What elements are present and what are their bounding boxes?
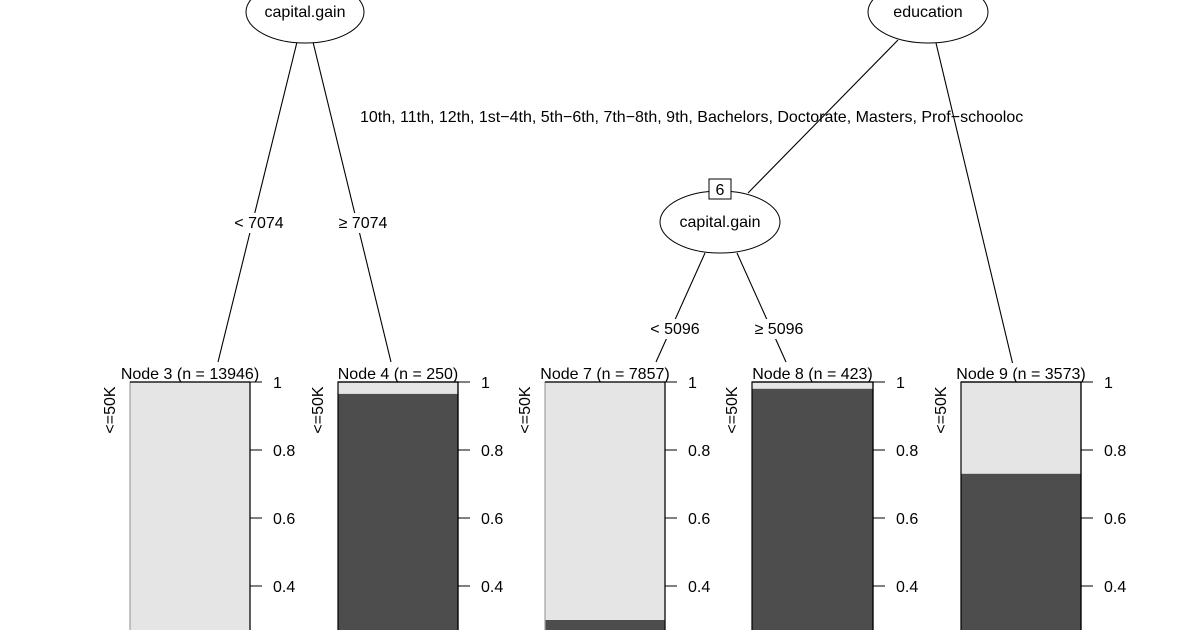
- terminal-node-4: 1 0.8 0.6 0.4 Node 4 (n = 250) <=50K: [310, 363, 503, 635]
- axis-tick-label: 0.8: [481, 443, 503, 460]
- axis-tick-label: 0.4: [273, 579, 295, 596]
- node-title-bg: [318, 363, 478, 380]
- edge-line: [655, 252, 706, 363]
- axis-tick-label: 0.6: [273, 511, 295, 528]
- node-education: education: [867, 0, 989, 44]
- node-title: Node 4 (n = 250): [338, 366, 459, 383]
- axis-tick-label: 0.4: [688, 579, 710, 596]
- node-ellipse: [867, 0, 989, 44]
- bar-segment-gt50k: [752, 388, 873, 635]
- edge-split-label: ≥ 5096: [755, 321, 804, 338]
- edge-line: [935, 42, 1014, 366]
- edge-line: [736, 252, 787, 363]
- edge-label-bg: [333, 213, 393, 233]
- node-6: capital.gain 6: [659, 178, 781, 254]
- axis-tick-label: 1: [896, 375, 905, 392]
- axis-tick-label: 0.4: [1104, 579, 1126, 596]
- inner-nodes-layer: capital.gain education capital.gain 6: [245, 0, 989, 254]
- bar-segment-gt50k: [545, 620, 665, 635]
- node-id-label: 6: [716, 182, 725, 199]
- node-capgain-left: capital.gain: [245, 0, 365, 44]
- axis-tick-label: 0.6: [688, 511, 710, 528]
- terminal-node-3: 1 0.8 0.6 0.4 Node 3 (n = 13946)<=50K: [102, 363, 295, 635]
- edge-split-label: < 5096: [650, 321, 699, 338]
- node-title-bg: [110, 363, 270, 380]
- education-split-label: 10th, 11th, 12th, 1st−4th, 5th−6th, 7th−…: [360, 109, 1023, 126]
- axis-tick-label: 0.8: [896, 443, 918, 460]
- bar-segment-le50k: [961, 382, 1081, 474]
- bar-segment-gt50k: [961, 473, 1081, 635]
- axis-tick-label: 0.6: [1104, 511, 1126, 528]
- axis-tick-label: 0.4: [896, 579, 918, 596]
- terminal-node-7: 1 0.8 0.6 0.4 Node 7 (n = 7857) <=50K: [517, 363, 710, 635]
- axis-tick-label: 0.4: [481, 579, 503, 596]
- node-title: Node 9 (n = 3573): [956, 366, 1085, 383]
- edge-line: [312, 41, 392, 363]
- node-title: Node 7 (n = 7857): [540, 366, 669, 383]
- node-variable-label: capital.gain: [265, 4, 346, 21]
- class-label: <=50K: [517, 386, 534, 433]
- edge-line: [747, 39, 899, 194]
- bar-segment-le50k: [545, 382, 665, 620]
- edge-label-bg: [749, 319, 809, 339]
- node-ellipse: [245, 0, 365, 44]
- class-label: <=50K: [724, 386, 741, 433]
- bar-segment-gt50k: [338, 393, 458, 635]
- node-title: Node 3 (n = 13946): [121, 366, 259, 383]
- edge-split-label: ≥ 7074: [339, 215, 388, 232]
- axis-tick-label: 1: [1104, 375, 1113, 392]
- class-label: <=50K: [310, 386, 327, 433]
- axis-tick-label: 0.8: [273, 443, 295, 460]
- bar-segment-le50k: [752, 382, 873, 389]
- node-id-box: [708, 178, 732, 200]
- bar-segment-le50k: [338, 382, 458, 394]
- terminal-node-8: 1 0.8 0.6 0.4 Node 8 (n = 423) <=50K: [724, 363, 918, 635]
- edge-label-bg: [645, 319, 705, 339]
- axis-tick-label: 0.6: [896, 511, 918, 528]
- edges-layer: < 7074 ≥ 7074 < 5096 ≥ 5096: [217, 39, 1014, 366]
- axis-tick-label: 0.6: [481, 511, 503, 528]
- node-title: Node 8 (n = 423): [752, 366, 873, 383]
- edge-split-label: < 7074: [234, 215, 283, 232]
- axis-tick-label: 0.8: [1104, 443, 1126, 460]
- node-variable-label: education: [893, 4, 962, 21]
- class-label: <=50K: [933, 386, 950, 433]
- node-title-bg: [525, 363, 685, 380]
- node-title-bg: [941, 363, 1101, 380]
- terminal-node-9: 1 0.8 0.6 0.4 Node 9 (n = 3573) <=50K: [933, 363, 1126, 635]
- axis-tick-label: 1: [481, 375, 490, 392]
- class-label: <=50K: [102, 386, 119, 433]
- axis-tick-label: 1: [273, 375, 282, 392]
- bar-segment-le50k: [130, 382, 250, 635]
- axis-tick-label: 1: [688, 375, 697, 392]
- node-title-bg: [732, 363, 893, 380]
- node-variable-label: capital.gain: [680, 214, 761, 231]
- edge-line: [217, 41, 298, 363]
- axis-tick-label: 0.8: [688, 443, 710, 460]
- edge-label-bg: [229, 213, 289, 233]
